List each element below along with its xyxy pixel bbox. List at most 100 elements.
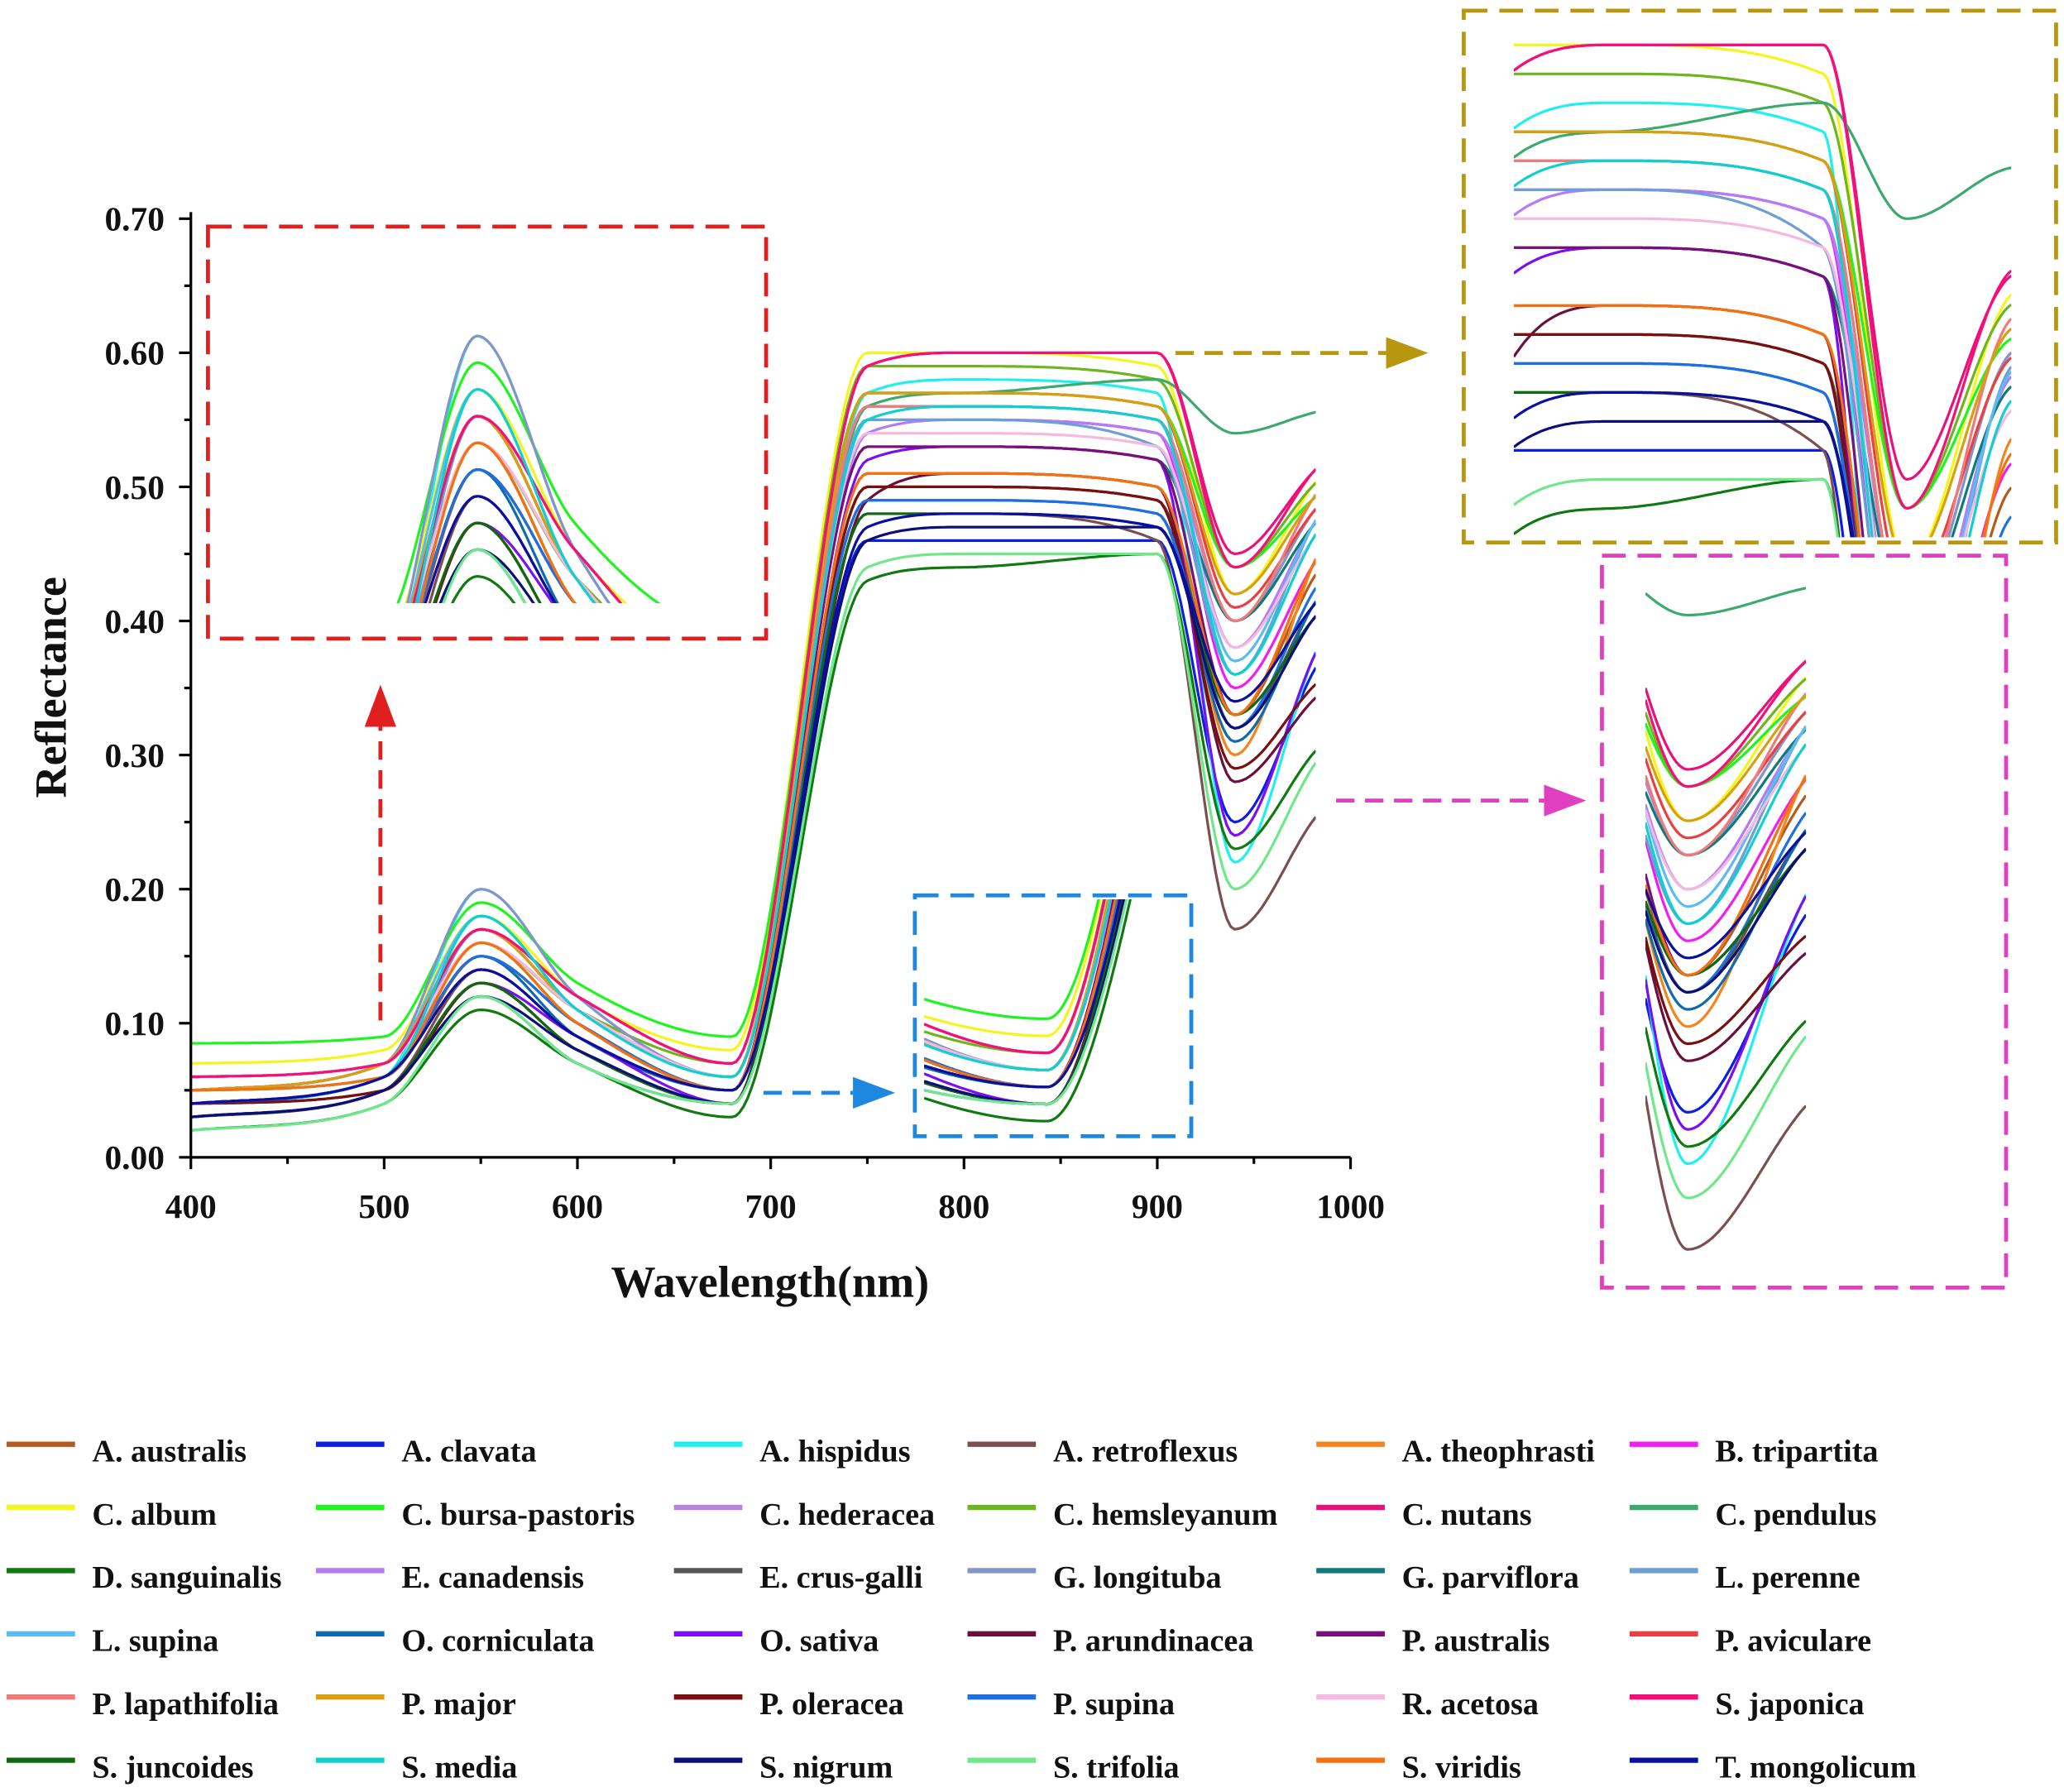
legend-label: G. longituba	[1053, 1560, 1222, 1595]
legend-entry: C. album	[6, 1497, 217, 1532]
legend-entry: C. nutans	[1316, 1497, 1532, 1532]
red-trough-zoom-series-line	[924, 898, 1118, 1089]
legend-label: P. major	[401, 1687, 516, 1722]
y-axis-label: Reflectance	[26, 577, 76, 798]
nir-plateau-zoom-series-line	[1513, 246, 2012, 538]
legend-entry: D. sanguinalis	[6, 1560, 282, 1595]
water-band-zoom-series-line	[1645, 659, 1807, 788]
nir-plateau-zoom-series-line	[1513, 246, 1865, 538]
legend-entry: A. clavata	[315, 1434, 537, 1469]
main-series-line	[190, 485, 1316, 1105]
legend-entry: P. arundinacea	[967, 1624, 1253, 1659]
y-tick-label: 0.70	[105, 200, 165, 238]
red-trough-zoom-series-line	[924, 898, 1106, 1055]
legend-label: A. retroflexus	[1053, 1434, 1238, 1469]
axes: 400 500 600 700 800 900 1000 0.00 0.10 0.20 0.30 0.…	[105, 200, 1385, 1225]
legend-label: P. aviculare	[1715, 1624, 1871, 1659]
legend-entry: P. australis	[1316, 1624, 1550, 1659]
green-peak-zoom-series-line	[424, 495, 558, 603]
main-series-line	[190, 512, 1316, 1105]
red-trough-zoom-series-line	[924, 898, 1105, 1055]
y-tick-label: 0.30	[105, 736, 165, 774]
y-tick-label: 0.60	[105, 334, 165, 372]
main-series-line	[190, 351, 1316, 1079]
legend-label: S. japonica	[1715, 1687, 1864, 1722]
x-axis-label: Wavelength(nm)	[611, 1258, 930, 1307]
red-trough-zoom-series-line	[924, 898, 1111, 1071]
green-peak-zoom-series-line	[419, 441, 577, 603]
legend-label: P. lapathifolia	[92, 1687, 279, 1722]
legend-label: B. tripartita	[1715, 1434, 1878, 1469]
legend-entry: O. sativa	[673, 1624, 879, 1659]
nir-plateau-zoom-series-line	[1513, 101, 1860, 538]
nir-plateau-zoom-series-line	[1513, 477, 1841, 538]
legend-label: E. crus-galli	[759, 1560, 923, 1595]
legend-label: P. oleracea	[759, 1687, 904, 1722]
nir-plateau-zoom-series-line	[1513, 43, 2012, 510]
legend-label: A. hispidus	[759, 1434, 911, 1469]
y-tick-label: 0.20	[105, 870, 165, 908]
legend-entry: A. retroflexus	[967, 1434, 1238, 1469]
green-peak-zoom-series-line	[438, 548, 527, 603]
zoom-arrows	[364, 337, 1587, 1109]
red-trough-zoom-series-line	[924, 898, 1111, 1071]
green-peak-zoom-series-line	[414, 441, 603, 603]
red-trough-zoom-frame	[912, 893, 1194, 1138]
legend-entry: G. longituba	[967, 1560, 1222, 1595]
main-series-line	[190, 351, 1316, 1065]
legend-label: C. hemsleyanum	[1053, 1497, 1278, 1532]
green-peak-zoom-series-line	[420, 468, 559, 603]
water-band-zoom-series-line	[1645, 728, 1807, 857]
nir-plateau-zoom-series-line	[1513, 130, 2012, 510]
water-band-zoom-series-line	[1645, 829, 1807, 1011]
water-band-zoom-series-line	[1645, 1035, 1807, 1200]
legend-entry: S. media	[315, 1750, 517, 1785]
water-band-zoom-series-line	[1645, 1095, 1807, 1251]
legend-entry: A. hispidus	[673, 1434, 911, 1469]
legend-entry: C. bursa-pastoris	[315, 1497, 635, 1532]
green-peak-zoom-series-line	[410, 414, 598, 603]
legend-entry: O. corniculata	[315, 1624, 595, 1659]
water-band-zoom-series-line	[1645, 692, 1807, 857]
main-series-line	[190, 472, 1316, 1105]
green-peak-zoom-series-line	[412, 414, 623, 603]
water-band-zoom-series-line	[1645, 831, 1807, 960]
main-plot-series	[190, 351, 1316, 1132]
x-tick-label: 600	[552, 1187, 603, 1225]
inset-panels	[206, 8, 2058, 1290]
main-series-line	[190, 432, 1316, 1079]
legend-label: P. australis	[1402, 1624, 1550, 1659]
red-trough-zoom-series-line	[924, 898, 1126, 1106]
water-band-zoom-inset	[1600, 553, 2009, 1290]
legend-label: S. trifolia	[1053, 1750, 1180, 1785]
x-tick-label: 700	[745, 1187, 797, 1225]
blue-arrow	[763, 1076, 896, 1109]
legend-entry: S. japonica	[1629, 1687, 1865, 1722]
green-peak-zoom-series-line	[442, 548, 527, 603]
green-peak-zoom-series-line	[422, 468, 577, 603]
legend-entry: E. crus-galli	[673, 1560, 923, 1595]
nir-plateau-zoom-series-line	[1513, 188, 2012, 538]
green-peak-zoom-series-line	[414, 388, 596, 603]
nir-plateau-zoom-series-line	[1513, 159, 2012, 538]
green-peak-zoom-series-line	[410, 414, 598, 603]
green-peak-zoom-series-line	[412, 414, 598, 603]
main-series-line	[190, 405, 1316, 1092]
green-peak-zoom-series-line	[409, 388, 596, 603]
legend-label: L. perenne	[1715, 1560, 1860, 1595]
pink-arrow	[1336, 784, 1587, 817]
water-band-zoom-series-line	[1645, 1019, 1807, 1148]
legend-label: O. corniculata	[401, 1624, 594, 1659]
green-peak-zoom-series-line	[433, 521, 542, 603]
legend-entry: R. acetosa	[1316, 1687, 1539, 1722]
red-trough-zoom-series-line	[924, 898, 1112, 1071]
green-peak-zoom-series-line	[412, 414, 623, 603]
red-arrow	[364, 684, 396, 1021]
green-peak-zoom-inset	[206, 224, 769, 641]
water-band-zoom-frame	[1600, 553, 2009, 1290]
x-tick-label: 400	[165, 1187, 217, 1225]
legend-label: A. australis	[92, 1434, 247, 1469]
nir-plateau-zoom-series-line	[1513, 304, 2012, 538]
legend-label: T. mongolicum	[1715, 1750, 1916, 1785]
